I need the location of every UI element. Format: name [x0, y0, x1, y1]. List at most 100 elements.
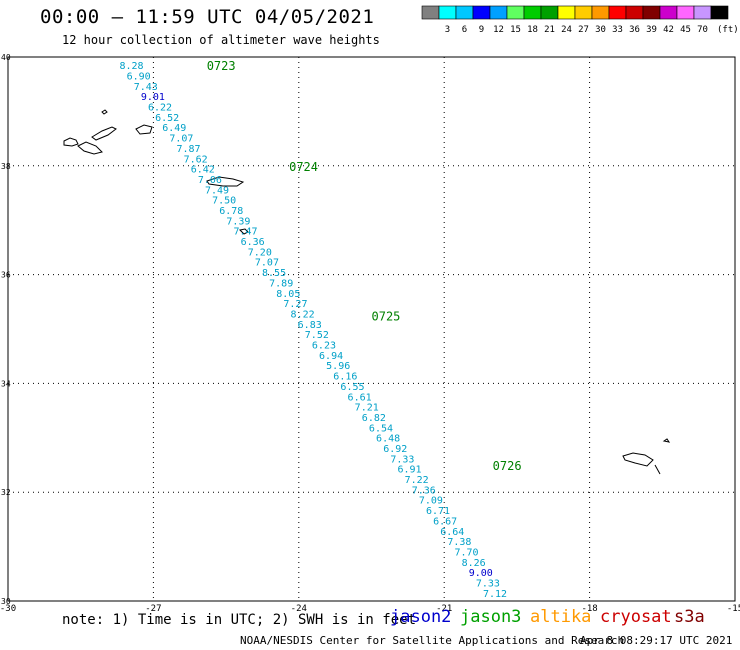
swh-value: 6.61 — [348, 392, 372, 403]
legend-cryosat: cryosat — [600, 607, 672, 627]
lon-tick-label: -18 — [581, 604, 597, 614]
generated-time: Apr 8 08:29:17 UTC 2021 — [580, 634, 733, 647]
island-outline — [662, 438, 671, 443]
colorbar-label: 27 — [578, 25, 589, 35]
island-outline — [622, 452, 654, 467]
swh-value: 7.27 — [283, 299, 307, 310]
lat-tick-label: 38 — [1, 162, 11, 171]
swh-value: 6.83 — [298, 320, 322, 331]
pass-time-label: 0723 — [207, 59, 236, 73]
swh-value: 8.05 — [276, 289, 300, 300]
lon-tick-label: -27 — [145, 604, 161, 614]
footer-note: note: 1) Time is in UTC; 2) SWH is in fe… — [62, 612, 417, 628]
colorbar-label: 42 — [663, 25, 674, 35]
island-outline — [238, 228, 249, 235]
lat-tick-label: 34 — [1, 379, 11, 388]
swh-value: 9.00 — [469, 568, 493, 579]
colorbar-label: 70 — [697, 25, 708, 35]
lat-tick-label: 30 — [1, 597, 11, 606]
credit-text: NOAA/NESDIS Center for Satellite Applica… — [240, 634, 625, 647]
lon-tick-label: -24 — [291, 604, 307, 614]
swh-value: 8.55 — [262, 268, 286, 279]
island-outline — [135, 124, 153, 135]
island-outline — [77, 141, 103, 155]
pass-time-label: 0724 — [289, 160, 318, 174]
legend-jason3: jason3 — [460, 607, 522, 627]
swh-value: 6.22 — [148, 103, 172, 114]
island-outline — [63, 137, 79, 147]
swh-value: 7.50 — [212, 196, 236, 207]
swh-value: 6.48 — [376, 434, 400, 445]
swh-value: 8.22 — [291, 309, 315, 320]
swh-value: 7.22 — [405, 475, 429, 486]
lat-tick-label: 36 — [1, 271, 11, 280]
swh-value: 7.36 — [412, 485, 436, 496]
swh-value: 7.43 — [134, 82, 158, 93]
swh-value: 5.96 — [326, 361, 350, 372]
swh-value: 7.12 — [483, 589, 507, 600]
colorbar-label: 21 — [544, 25, 555, 35]
swh-value: 6.90 — [127, 72, 151, 83]
swh-value: 6.16 — [333, 372, 357, 383]
swh-value: 7.07 — [255, 258, 279, 269]
color-scale-legend: 3 6 9 12 15 18 21 24 27 30 33 36 39 42 45 70 (ft) — [421, 5, 739, 35]
swh-value: 6.36 — [241, 237, 265, 248]
swh-value: 8.26 — [462, 558, 486, 569]
swh-value: 6.94 — [319, 351, 343, 362]
colorbar-label: 24 — [561, 25, 572, 35]
pass-time-label: 0725 — [372, 309, 401, 323]
colorbar-label: 45 — [680, 25, 691, 35]
colorbar-label: 30 — [595, 25, 606, 35]
legend-jason2: jason2 — [390, 607, 452, 627]
colorbar-swatch — [710, 5, 729, 20]
swh-value: 7.49 — [205, 185, 229, 196]
swh-value: 7.70 — [454, 547, 478, 558]
pass-time-label: 0726 — [493, 459, 522, 473]
swh-value: 7.33 — [390, 454, 414, 465]
swh-value: 7.33 — [476, 578, 500, 589]
island-outline — [91, 126, 117, 141]
map-frame — [7, 56, 736, 602]
swh-value: 7.09 — [419, 496, 443, 507]
colorbar-label: 33 — [612, 25, 623, 35]
swh-value: 6.91 — [397, 465, 421, 476]
swh-value: 6.67 — [433, 516, 457, 527]
swh-value: 6.82 — [362, 413, 386, 424]
swh-value: 6.23 — [312, 341, 336, 352]
colorbar-label: 39 — [646, 25, 657, 35]
map-subtitle: 12 hour collection of altimeter wave hei… — [62, 33, 380, 47]
swh-value: 7.89 — [269, 278, 293, 289]
legend-s3a: s3a — [674, 607, 705, 627]
swh-value: 6.49 — [162, 123, 186, 134]
swh-value: 6.52 — [155, 113, 179, 124]
lon-tick-label: -30 — [0, 604, 16, 614]
swh-value: 7.52 — [305, 330, 329, 341]
swh-value: 7.47 — [234, 227, 258, 238]
colorbar-label: 12 — [493, 25, 504, 35]
swh-value: 9.01 — [141, 92, 165, 103]
swh-value: 7.06 — [198, 175, 222, 186]
colorbar-label: 9 — [479, 25, 484, 35]
swh-value: 7.87 — [176, 144, 200, 155]
island-outline — [654, 464, 661, 475]
legend-altika: altika — [530, 607, 592, 627]
swh-value: 6.92 — [383, 444, 407, 455]
swh-value: 7.62 — [184, 154, 208, 165]
swh-value: 6.55 — [340, 382, 364, 393]
swh-value: 7.07 — [169, 134, 193, 145]
lon-tick-label: -21 — [436, 604, 452, 614]
swh-value: 7.20 — [248, 247, 272, 258]
colorbar-label: 15 — [510, 25, 521, 35]
map-title: 00:00 – 11:59 UTC 04/05/2021 — [40, 6, 375, 28]
swh-value: 7.39 — [226, 216, 250, 227]
island-outline — [206, 176, 245, 187]
island-outline — [101, 109, 108, 115]
colorbar-label: 36 — [629, 25, 640, 35]
swh-value: 6.42 — [191, 165, 215, 176]
colorbar-label: 3 — [445, 25, 450, 35]
swh-value: 6.78 — [219, 206, 243, 217]
lon-tick-label: -15 — [727, 604, 740, 614]
swh-value: 6.54 — [369, 423, 393, 434]
lat-tick-label: 32 — [1, 488, 11, 497]
